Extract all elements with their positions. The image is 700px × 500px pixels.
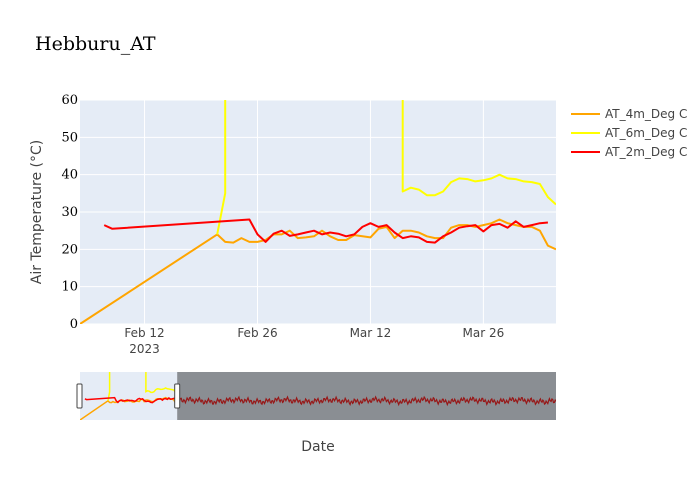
y-tick-label: 50 (61, 130, 78, 145)
grid-lines (80, 99, 556, 325)
legend-item-label[interactable]: AT_2m_Deg C (605, 145, 687, 159)
x-axis-ticks: Feb 12 2023 Feb 26 Mar 12 Mar 26 (124, 326, 504, 356)
x-tick-label: Mar 26 (463, 326, 505, 340)
chart-title: Hebburu_AT (35, 33, 156, 55)
rangeslider-right-handle[interactable] (174, 383, 181, 409)
x-tick-label: Feb 12 (124, 326, 164, 340)
x-tick-label: Feb 26 (237, 326, 277, 340)
rangeslider-left-handle[interactable] (76, 383, 83, 409)
rangeslider-trace-2 (84, 396, 176, 404)
y-tick-label: 0 (70, 317, 78, 332)
series-line-2 (103, 218, 548, 244)
x-tick-label: Mar 12 (350, 326, 392, 340)
x-axis-label: Date (301, 439, 334, 455)
legend-item-label[interactable]: AT_4m_Deg C (605, 107, 687, 121)
y-axis-label: Air Temperature (°C) (29, 140, 45, 285)
y-tick-label: 20 (61, 242, 78, 257)
legend: AT_4m_Deg C AT_6m_Deg C AT_2m_Deg C (571, 107, 687, 159)
y-tick-label: 30 (61, 205, 78, 220)
rangeslider-unselected-mask[interactable] (177, 372, 556, 420)
series-group (80, 100, 556, 324)
y-tick-label: 10 (61, 280, 78, 295)
y-tick-label: 40 (61, 168, 78, 183)
y-axis-ticks: 0 10 20 30 40 50 60 (61, 93, 78, 332)
y-tick-label: 60 (61, 93, 78, 108)
series-line-0 (80, 218, 556, 324)
legend-item-label[interactable]: AT_6m_Deg C (605, 126, 687, 140)
x-tick-year-label: 2023 (129, 342, 160, 356)
